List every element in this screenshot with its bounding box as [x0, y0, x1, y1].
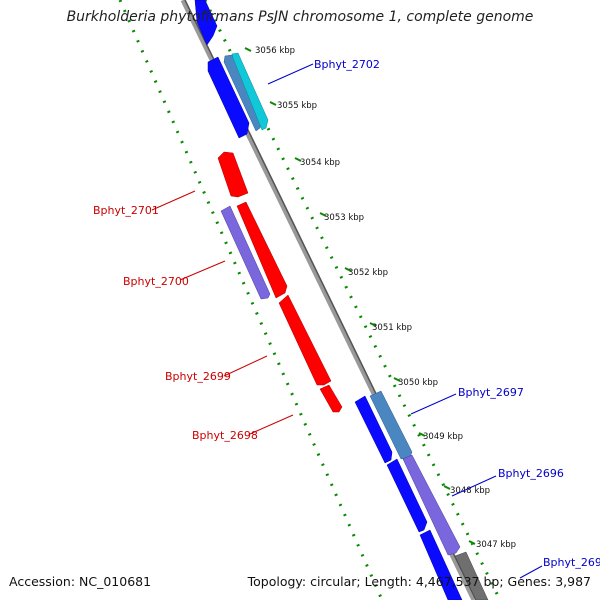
gene-bphyt-2700-purple[interactable] — [220, 205, 271, 300]
gene-bphyt-2699[interactable] — [278, 294, 332, 386]
gene-bphyt-2697-steel[interactable] — [369, 390, 413, 460]
genome-title: Burkholderia phytofirmans PsJN chromosom… — [66, 9, 534, 25]
label-leader — [249, 414, 294, 435]
gene-label-bphyt-2700[interactable]: Bphyt_2700 — [123, 275, 189, 288]
gene-bphyt-2695-gray[interactable] — [454, 551, 489, 600]
gene-bphyt-2702-cyan[interactable] — [231, 52, 269, 131]
gene-bphyt-2696-a[interactable] — [386, 458, 428, 533]
gene-label-bphyt-2696[interactable]: Bphyt_2696 — [498, 467, 564, 480]
gene-labels-left: Bphyt_2701 Bphyt_2700 Bphyt_2699 Bphyt_2… — [93, 190, 294, 442]
gene-label-bphyt-2702[interactable]: Bphyt_2702 — [314, 58, 380, 71]
scale-labels: 3056 kbp 3055 kbp 3054 kbp 3053 kbp 3052… — [255, 46, 516, 550]
scale-label: 3055 kbp — [277, 101, 317, 111]
scale-label: 3048 kbp — [450, 486, 490, 496]
scale-tick — [244, 47, 252, 52]
scale-label: 3054 kbp — [300, 158, 340, 168]
gene-label-bphyt-2699[interactable]: Bphyt_2699 — [165, 370, 231, 383]
label-leader — [179, 260, 226, 281]
gene-label-bphyt-2698[interactable]: Bphyt_2698 — [192, 429, 258, 442]
scale-tick — [369, 322, 377, 327]
gene-bphyt-2700-red[interactable] — [236, 201, 288, 299]
scale-tick — [269, 101, 277, 106]
gene-bphyt-2702-b[interactable] — [207, 56, 250, 139]
label-leader — [151, 190, 196, 211]
label-leader — [410, 393, 457, 415]
label-leader — [519, 565, 543, 579]
scale-tick — [344, 267, 352, 272]
gene-label-bphyt-2701[interactable]: Bphyt_2701 — [93, 204, 159, 217]
scale-label: 3051 kbp — [372, 323, 412, 333]
gene-bphyt-2702-a[interactable] — [194, 0, 218, 46]
scale-tick — [294, 157, 302, 162]
scale-label: 3056 kbp — [255, 46, 295, 56]
scale-ticks — [244, 47, 476, 545]
scale-label: 3053 kbp — [324, 213, 364, 223]
genome-summary-text: Topology: circular; Length: 4,467,537 bp… — [247, 574, 591, 589]
accession-text: Accession: NC_010681 — [9, 574, 152, 589]
label-leader — [267, 63, 314, 85]
gene-label-bphyt-2697[interactable]: Bphyt_2697 — [458, 386, 524, 399]
label-leader — [451, 475, 497, 497]
gene-bphyt-2701[interactable] — [217, 151, 249, 198]
gene-bphyt-2696-purple[interactable] — [402, 454, 461, 556]
gene-label-bphyt-2695[interactable]: Bphyt_2695 — [543, 556, 600, 569]
gene-labels-right: Bphyt_2702 Bphyt_2697 Bphyt_2696 Bphyt_2… — [267, 58, 600, 579]
scale-label: 3049 kbp — [423, 432, 463, 442]
label-leader — [223, 355, 268, 377]
scale-tick — [468, 540, 476, 545]
scale-label: 3050 kbp — [398, 378, 438, 388]
scale-tick — [443, 485, 451, 490]
scale-tick — [393, 377, 401, 382]
scale-tick — [418, 432, 426, 437]
gene-bphyt-2695-a[interactable] — [419, 529, 463, 600]
scale-label: 3047 kbp — [476, 540, 516, 550]
scale-label: 3052 kbp — [348, 268, 388, 278]
scale-tick — [319, 212, 327, 217]
gene-bphyt-2697-a[interactable] — [354, 395, 393, 464]
gene-bphyt-2698[interactable] — [319, 384, 343, 413]
